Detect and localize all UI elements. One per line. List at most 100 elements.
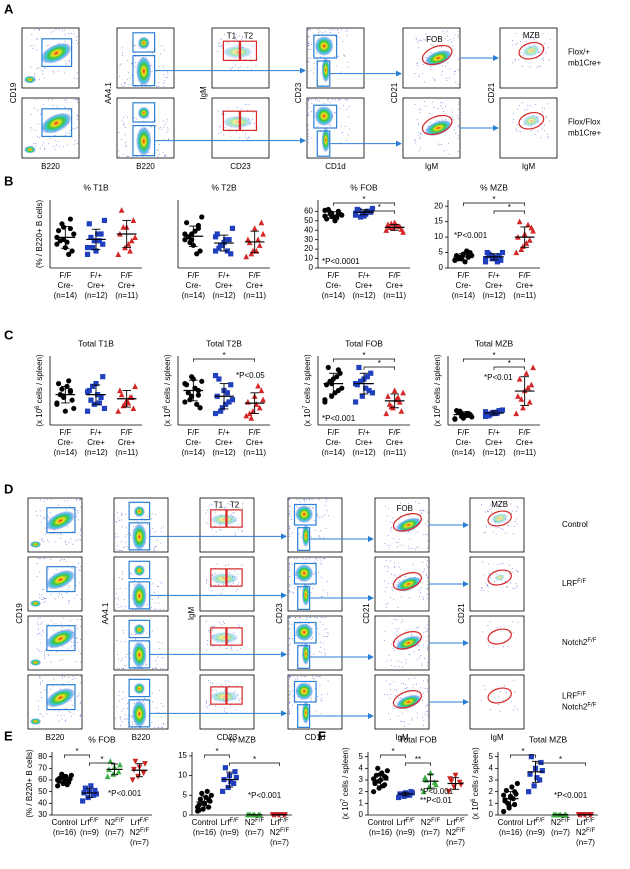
flow-event — [316, 53, 317, 54]
dot — [102, 218, 107, 223]
flow-event — [436, 120, 437, 121]
flow-event — [311, 44, 312, 45]
dot — [225, 390, 230, 395]
flow-event — [40, 114, 41, 115]
flow-event — [123, 125, 124, 126]
flow-event — [69, 133, 70, 134]
flow-event — [126, 527, 127, 528]
flow-event — [37, 515, 38, 516]
flow-event — [168, 129, 169, 130]
flow-event — [65, 561, 66, 562]
flow-event — [232, 513, 233, 514]
flow-event — [51, 499, 52, 500]
flow-event — [238, 574, 239, 575]
flow-event — [390, 719, 391, 720]
x-tick-label: Cre- — [186, 281, 202, 290]
flow-event — [125, 514, 126, 515]
flow-event — [420, 112, 421, 113]
flow-event — [70, 620, 71, 621]
flow-event — [346, 140, 347, 141]
flow-event — [124, 719, 125, 720]
flow-event — [312, 588, 313, 589]
chart-title: % FOB — [88, 734, 116, 744]
flow-x-label: CD1d — [325, 162, 345, 171]
flow-event — [289, 695, 290, 696]
dot — [54, 242, 59, 247]
flow-event — [67, 500, 68, 501]
flow-event — [398, 628, 399, 629]
flow-event — [420, 687, 421, 688]
flow-event — [542, 33, 543, 34]
dot — [232, 769, 237, 774]
flow-event — [79, 570, 80, 571]
flow-density — [296, 624, 313, 641]
flow-event — [80, 716, 81, 717]
flow-event — [417, 659, 418, 660]
flow-event — [390, 545, 391, 546]
flow-event — [330, 125, 331, 126]
flow-event — [425, 534, 426, 535]
x-tick-label-part: N2 — [245, 818, 256, 827]
x-tick-label-part: F/F — [115, 818, 124, 824]
flow-event — [344, 56, 345, 57]
flow-event — [522, 102, 523, 103]
flow-event — [496, 533, 497, 534]
x-tick-label: Cre- — [186, 438, 202, 447]
flow-event — [332, 29, 333, 30]
flow-event — [416, 39, 417, 40]
flow-event — [544, 108, 545, 109]
flow-event — [427, 649, 428, 650]
flow-event — [61, 559, 62, 560]
flow-event — [453, 38, 454, 39]
flow-event — [147, 604, 148, 605]
flow-event — [77, 116, 78, 117]
flow-event — [289, 685, 290, 686]
flow-event — [207, 510, 208, 511]
flow-event — [458, 31, 459, 32]
flow-event — [317, 560, 318, 561]
x-tick-label: F/F — [121, 271, 133, 280]
flow-event — [43, 716, 44, 717]
x-tick-label: F/F — [59, 271, 71, 280]
flow-event — [289, 701, 290, 702]
flow-event — [289, 576, 290, 577]
flow-event — [434, 79, 435, 80]
flow-event — [211, 504, 212, 505]
flow-event — [393, 599, 394, 600]
x-tick-label: F/+ — [358, 428, 370, 437]
flow-event — [385, 506, 386, 507]
flow-event — [50, 661, 51, 662]
flow-event — [33, 45, 34, 46]
flow-event — [225, 114, 226, 115]
flow-event — [80, 639, 81, 640]
flow-event — [119, 76, 120, 77]
flow-event — [42, 538, 43, 539]
flow-event — [334, 56, 335, 57]
flow-event — [56, 623, 57, 624]
flow-event — [37, 618, 38, 619]
flow-event — [77, 119, 78, 120]
flow-event — [515, 706, 516, 707]
flow-event — [420, 109, 421, 110]
x-tick-label: (n=9) — [220, 828, 239, 837]
flow-event — [117, 668, 118, 669]
x-tick-label: F/F — [457, 271, 469, 280]
flow-event — [66, 592, 67, 593]
flow-event — [537, 131, 538, 132]
flow-event — [290, 505, 291, 506]
flow-event — [31, 34, 32, 35]
flow-event — [136, 118, 137, 119]
flow-event — [127, 719, 128, 720]
flow-event — [68, 110, 69, 111]
flow-event — [314, 573, 315, 574]
flow-event — [241, 39, 242, 40]
flow-y-label: CD21 — [390, 82, 399, 103]
flow-event — [388, 583, 389, 584]
flow-event — [404, 722, 405, 723]
flow-event — [75, 140, 76, 141]
flow-event — [390, 597, 391, 598]
flow-event — [291, 564, 292, 565]
flow-event — [409, 598, 410, 599]
flow-event — [122, 86, 123, 87]
flow-event — [77, 513, 78, 514]
